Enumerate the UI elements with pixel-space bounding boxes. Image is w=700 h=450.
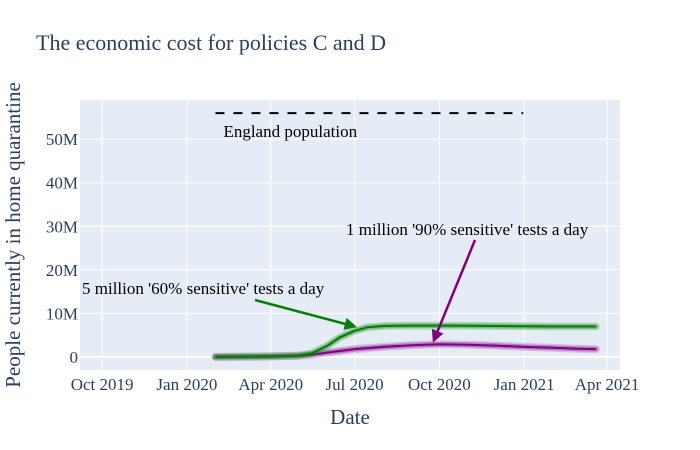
grid (80, 100, 620, 370)
y-tick-label: 30M (46, 217, 78, 236)
x-tick-label: Oct 2020 (408, 375, 471, 394)
y-tick-label: 0 (70, 348, 79, 367)
reference-layer: England population (215, 112, 524, 141)
y-tick-label: 20M (46, 261, 78, 280)
x-tick-label: Oct 2019 (71, 375, 134, 394)
y-tick-label: 50M (46, 130, 78, 149)
series-layer (211, 321, 600, 361)
annotation-arrow (254, 298, 358, 330)
policy_c-series-line (215, 324, 596, 358)
x-tick-label: Jul 2020 (326, 375, 384, 394)
x-tick-label: Apr 2021 (575, 375, 640, 394)
y-tick-label: 10M (46, 304, 78, 323)
x-tick-label: Apr 2020 (238, 375, 303, 394)
annotation-label: 5 million '60% sensitive' tests a day (82, 279, 325, 298)
annotation-label: 1 million '90% sensitive' tests a day (346, 220, 589, 239)
y-axis-ticks: 0 10M 20M 30M 40M 50M (46, 130, 78, 367)
x-axis-title: Date (330, 405, 370, 429)
annotation-arrow (431, 239, 477, 343)
x-tick-label: Jan 2021 (494, 375, 555, 394)
chart-title: The economic cost for policies C and D (36, 30, 386, 55)
england-population-label: England population (223, 122, 357, 141)
y-axis-title: People currently in home quarantine (1, 82, 25, 388)
x-tick-label: Jan 2020 (156, 375, 217, 394)
x-axis-ticks: Oct 2019 Jan 2020 Apr 2020 Jul 2020 Oct 2020… (71, 375, 640, 394)
y-tick-label: 40M (46, 174, 78, 193)
annotation-layer: 5 million '60% sensitive' tests a day 1 m… (82, 220, 589, 343)
